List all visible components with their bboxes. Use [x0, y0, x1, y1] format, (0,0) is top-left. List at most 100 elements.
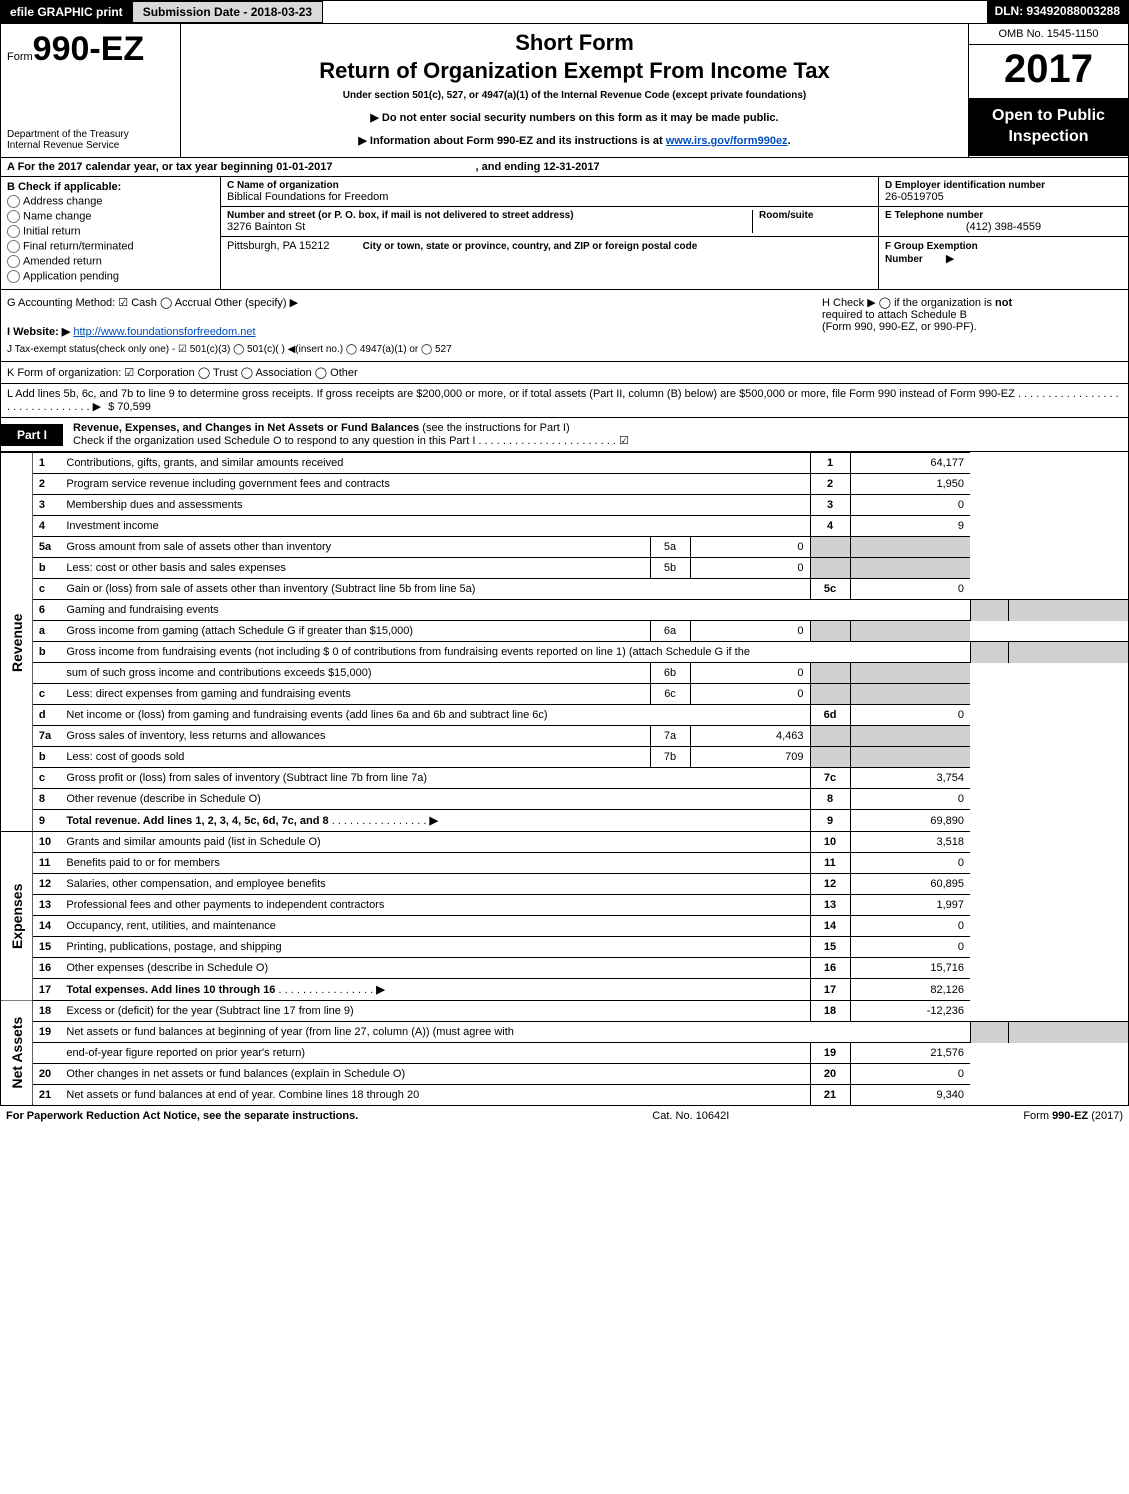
entity-block: B Check if applicable: Address change Na…: [1, 176, 1128, 289]
subline-num: 7b: [650, 747, 690, 768]
line-row: 4Investment income49: [1, 516, 1128, 537]
h-not: not: [995, 297, 1012, 309]
line-value: [850, 747, 970, 768]
line-desc: Less: direct expenses from gaming and fu…: [60, 684, 650, 705]
dept-line1: Department of the Treasury: [7, 129, 174, 140]
footer-right-form: 990-EZ: [1052, 1110, 1088, 1122]
room-lbl: Room/suite: [759, 210, 872, 221]
efile-print-button[interactable]: efile GRAPHIC print: [1, 1, 132, 23]
line-desc: Gross amount from sale of assets other t…: [60, 537, 650, 558]
line-number: c: [32, 684, 60, 705]
part1-check-line: Check if the organization used Schedule …: [73, 435, 629, 447]
line-value: [850, 537, 970, 558]
section-label: Revenue: [1, 453, 32, 832]
website-link[interactable]: http://www.foundationsforfreedom.net: [73, 326, 255, 338]
subline-val: 709: [690, 747, 810, 768]
line-ref: 12: [810, 874, 850, 895]
line-number: 14: [32, 916, 60, 937]
line-ref: 14: [810, 916, 850, 937]
line-ref: 2: [810, 474, 850, 495]
line-desc: Investment income: [60, 516, 810, 537]
line-desc: Occupancy, rent, utilities, and maintena…: [60, 916, 810, 937]
org-name: Biblical Foundations for Freedom: [227, 191, 872, 203]
line-number: 8: [32, 789, 60, 810]
line-desc: Contributions, gifts, grants, and simila…: [60, 453, 810, 474]
submission-date: Submission Date - 2018-03-23: [132, 1, 323, 23]
line-desc: Salaries, other compensation, and employ…: [60, 874, 810, 895]
line-row: aGross income from gaming (attach Schedu…: [1, 621, 1128, 642]
line-value: 0: [850, 495, 970, 516]
line-value: 0: [850, 789, 970, 810]
line-row: 3Membership dues and assessments30: [1, 495, 1128, 516]
line-row: bGross income from fundraising events (n…: [1, 642, 1128, 663]
chk-initial-return[interactable]: [7, 225, 20, 238]
line-desc: Gross profit or (loss) from sales of inv…: [60, 768, 810, 789]
line-value: 3,518: [850, 832, 970, 853]
line-ref: 3: [810, 495, 850, 516]
h-line3: (Form 990, 990-EZ, or 990-PF).: [822, 321, 977, 333]
department: Department of the Treasury Internal Reve…: [7, 129, 174, 151]
subline-num: 6b: [650, 663, 690, 684]
line-number: [32, 663, 60, 684]
line-desc: Membership dues and assessments: [60, 495, 810, 516]
line-desc: Net assets or fund balances at beginning…: [60, 1022, 810, 1043]
info-link[interactable]: www.irs.gov/form990ez: [666, 135, 788, 147]
line-row: 7aGross sales of inventory, less returns…: [1, 726, 1128, 747]
chk-name-change[interactable]: [7, 210, 20, 223]
line-ref: 9: [810, 810, 850, 832]
line-ref: [810, 537, 850, 558]
line-row: end-of-year figure reported on prior yea…: [1, 1043, 1128, 1064]
line-value: 0: [850, 853, 970, 874]
g-text: G Accounting Method: ☑ Cash ◯ Accrual Ot…: [7, 296, 822, 309]
line-value: -12,236: [850, 1001, 970, 1022]
line-ref: 18: [810, 1001, 850, 1022]
line-row: 5aGross amount from sale of assets other…: [1, 537, 1128, 558]
line-number: 21: [32, 1085, 60, 1106]
subline-val: 4,463: [690, 726, 810, 747]
line-ref: 5c: [810, 579, 850, 600]
line-row: 8Other revenue (describe in Schedule O)8…: [1, 789, 1128, 810]
line-row: 15Printing, publications, postage, and s…: [1, 937, 1128, 958]
i-lbl: I Website: ▶: [7, 326, 70, 338]
line-value: 1,950: [850, 474, 970, 495]
chk-app-pending[interactable]: [7, 270, 20, 283]
opt-4: Amended return: [23, 255, 102, 267]
line-row: 12Salaries, other compensation, and empl…: [1, 874, 1128, 895]
line-value: [850, 663, 970, 684]
header-right: OMB No. 1545-1150 2017 Open to Public In…: [968, 24, 1128, 157]
under-section-text: Under section 501(c), 527, or 4947(a)(1)…: [185, 90, 964, 101]
line-desc: Gross sales of inventory, less returns a…: [60, 726, 650, 747]
line-number: [32, 1043, 60, 1064]
subline-val: [850, 1022, 970, 1043]
opt-5: Application pending: [23, 270, 119, 282]
line-ref: 6d: [810, 705, 850, 726]
line-desc: Net income or (loss) from gaming and fun…: [60, 705, 810, 726]
line-number: 3: [32, 495, 60, 516]
line-ref: [970, 642, 1008, 663]
line-number: d: [32, 705, 60, 726]
subline-num: 6c: [650, 684, 690, 705]
opt-1: Name change: [23, 210, 92, 222]
street-lbl: Number and street (or P. O. box, if mail…: [227, 210, 752, 221]
header-left: Form990-EZ Department of the Treasury In…: [1, 24, 181, 157]
chk-address-change[interactable]: [7, 195, 20, 208]
footer-right-pre: Form: [1023, 1110, 1052, 1122]
line-a: A For the 2017 calendar year, or tax yea…: [1, 157, 1128, 176]
chk-amended-return[interactable]: [7, 255, 20, 268]
line-value: 60,895: [850, 874, 970, 895]
line-number: 15: [32, 937, 60, 958]
section-label: Expenses: [1, 832, 32, 1001]
line-number: 13: [32, 895, 60, 916]
subline-num: 5a: [650, 537, 690, 558]
line-ref: 21: [810, 1085, 850, 1106]
section-label: Net Assets: [1, 1001, 32, 1106]
line-desc: Benefits paid to or for members: [60, 853, 810, 874]
part1-header: Part I Revenue, Expenses, and Changes in…: [1, 417, 1128, 452]
line-number: 20: [32, 1064, 60, 1085]
header-block: Form990-EZ Department of the Treasury In…: [1, 23, 1128, 157]
line-value: [1008, 600, 1128, 621]
chk-final-return[interactable]: [7, 240, 20, 253]
line-value: 1,997: [850, 895, 970, 916]
line-desc: Other changes in net assets or fund bala…: [60, 1064, 810, 1085]
line-ref: 8: [810, 789, 850, 810]
